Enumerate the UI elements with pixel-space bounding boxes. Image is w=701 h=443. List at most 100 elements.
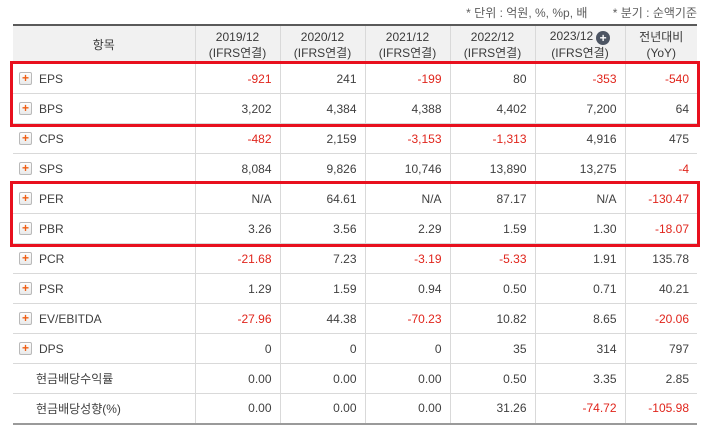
value-cell: N/A	[364, 183, 450, 214]
value-cell: 2.29	[364, 213, 450, 244]
column-sub-label: (IFRS연결)	[463, 45, 522, 60]
column-sub-label: (IFRS연결)	[378, 45, 437, 60]
value-cell: 0.50	[449, 363, 535, 394]
column-year-label: 2020/12	[300, 29, 345, 44]
value-cell: 40.21	[624, 273, 697, 304]
value-cell: 1.59	[279, 273, 365, 304]
value-cell: -21.68	[194, 243, 280, 274]
row-label-cell: + PCR	[13, 243, 195, 274]
value-cell: 0	[364, 333, 450, 364]
header-row: 항목 2019/12 (IFRS연결) 2020/12 (IFRS연결) 2021/12…	[13, 25, 697, 64]
row-label-cell: + EV/EBITDA	[13, 303, 195, 334]
row-label: PSR	[39, 281, 64, 296]
row-label: PER	[39, 191, 64, 206]
table-row: + PSR 1.29 1.59 0.94 0.50 0.71 40.21	[13, 273, 697, 304]
value-cell: 0	[194, 333, 280, 364]
value-cell: 3.35	[534, 363, 625, 394]
value-cell: -3,153	[364, 123, 450, 154]
value-cell: -540	[624, 63, 697, 94]
value-cell: 0	[279, 333, 365, 364]
value-cell: 9,826	[279, 153, 365, 184]
row-label-cell: 현금배당수익률	[13, 363, 195, 394]
value-cell: -20.06	[624, 303, 697, 334]
value-cell: 35	[449, 333, 535, 364]
column-year-label: 2021/12	[385, 29, 430, 44]
value-cell: -5.33	[449, 243, 535, 274]
expand-row-icon[interactable]: +	[19, 252, 32, 266]
financial-ratios-table: 항목 2019/12 (IFRS연결) 2020/12 (IFRS연결) 2021/12…	[13, 24, 697, 425]
table-row: 현금배당수익률 0.00 0.00 0.00 0.50 3.35 2.85	[13, 363, 697, 394]
value-cell: -199	[364, 63, 450, 94]
column-header: 2023/12 + (IFRS연결)	[534, 25, 625, 64]
value-cell: 241	[279, 63, 365, 94]
value-cell: 87.17	[449, 183, 535, 214]
expand-row-icon[interactable]: +	[19, 102, 32, 116]
column-year-label: 2019/12	[215, 29, 260, 44]
column-sub-label: (IFRS연결)	[551, 46, 609, 60]
row-label-cell: + PSR	[13, 273, 195, 304]
value-cell: 0.50	[449, 273, 535, 304]
value-cell: -921	[194, 63, 280, 94]
table-row: + CPS -482 2,159 -3,153 -1,313 4,916 475	[13, 123, 697, 154]
value-cell: 31.26	[449, 393, 535, 424]
column-sub-label: (YoY)	[646, 45, 677, 60]
row-label-cell: + CPS	[13, 123, 195, 154]
value-cell: 1.59	[449, 213, 535, 244]
value-cell: 475	[624, 123, 697, 154]
row-label-cell: + SPS	[13, 153, 195, 184]
value-cell: 3.26	[194, 213, 280, 244]
value-cell: -27.96	[194, 303, 280, 334]
value-cell: 0.00	[279, 363, 365, 394]
expand-row-icon[interactable]: +	[19, 282, 32, 296]
table-row: + PER N/A 64.61 N/A 87.17 N/A -130.47	[13, 183, 697, 214]
row-label: PBR	[39, 221, 64, 236]
row-label-cell: + DPS	[13, 333, 195, 364]
expand-row-icon[interactable]: +	[19, 312, 32, 326]
value-cell: 44.38	[279, 303, 365, 334]
column-sub-label: (IFRS연결)	[208, 45, 267, 60]
expand-row-icon[interactable]: +	[19, 342, 32, 356]
value-cell: -1,313	[449, 123, 535, 154]
table-row: + DPS 0 0 0 35 314 797	[13, 333, 697, 364]
expand-row-icon[interactable]: +	[19, 132, 32, 146]
value-cell: 80	[449, 63, 535, 94]
column-header: 2019/12 (IFRS연결)	[194, 25, 280, 64]
value-cell: 2,159	[279, 123, 365, 154]
item-column-header: 항목	[13, 25, 195, 64]
column-year-label: 2022/12	[470, 29, 515, 44]
value-cell: -105.98	[624, 393, 697, 424]
value-cell: 3.56	[279, 213, 365, 244]
value-cell: -70.23	[364, 303, 450, 334]
value-cell: 2.85	[624, 363, 697, 394]
row-label: 현금배당수익률	[36, 372, 114, 386]
expand-row-icon[interactable]: +	[19, 72, 32, 86]
value-cell: -18.07	[624, 213, 697, 244]
table-notes: * 단위 : 억원, %, %p, 배 * 분기 : 순액기준	[466, 4, 697, 21]
value-cell: 314	[534, 333, 625, 364]
add-column-icon[interactable]: +	[596, 31, 611, 45]
value-cell: 7,200	[534, 93, 625, 124]
row-label: 현금배당성향(%)	[36, 401, 121, 416]
value-cell: 0.94	[364, 273, 450, 304]
column-header: 전년대비 (YoY)	[624, 25, 697, 64]
value-cell: 13,275	[534, 153, 625, 184]
value-cell: -130.47	[624, 183, 697, 214]
value-cell: -482	[194, 123, 280, 154]
value-cell: -353	[534, 63, 625, 94]
value-cell: N/A	[194, 183, 280, 214]
row-label-cell: + EPS	[13, 63, 195, 94]
row-label: CPS	[39, 131, 64, 146]
row-label: BPS	[39, 101, 64, 116]
value-cell: 797	[624, 333, 697, 364]
row-label-cell: 현금배당성향(%)	[13, 393, 195, 424]
expand-row-icon[interactable]: +	[19, 162, 32, 176]
row-label: EV/EBITDA	[39, 311, 102, 326]
financial-table-wrap: 항목 2019/12 (IFRS연결) 2020/12 (IFRS연결) 2021/12…	[10, 24, 700, 425]
basis-note: * 분기 : 순액기준	[612, 6, 697, 20]
value-cell: N/A	[534, 183, 625, 214]
expand-row-icon[interactable]: +	[19, 222, 32, 236]
value-cell: -3.19	[364, 243, 450, 274]
unit-note: * 단위 : 억원, %, %p, 배	[466, 6, 588, 20]
expand-row-icon[interactable]: +	[19, 192, 32, 206]
